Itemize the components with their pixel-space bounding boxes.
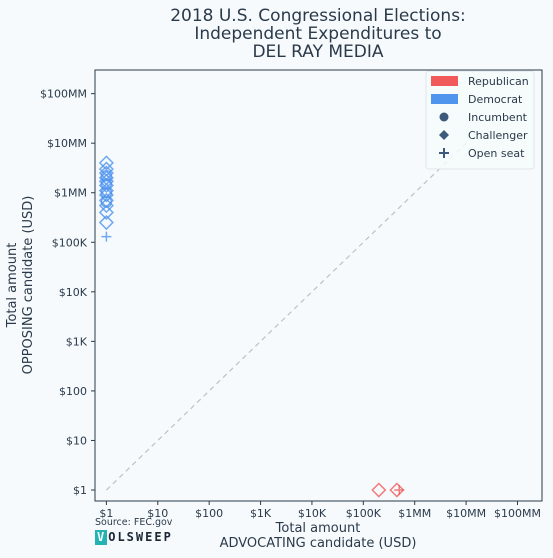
legend-label: Republican xyxy=(468,75,529,88)
parity-reference-line xyxy=(105,142,467,491)
data-point-democrat xyxy=(98,215,114,231)
x-axis-title: ADVOCATING candidate (USD) xyxy=(220,536,417,551)
source-note: Source: FEC.gov xyxy=(95,517,173,528)
x-tick-label: $100K xyxy=(346,507,382,520)
x-tick-label: $10K xyxy=(298,507,327,520)
x-axis-title: Total amount xyxy=(275,521,361,536)
legend-marker xyxy=(439,130,449,140)
chart-title-line: 2018 U.S. Congressional Elections: xyxy=(170,6,466,26)
y-tick-label: $100 xyxy=(59,385,87,398)
data-point-democrat xyxy=(100,178,113,190)
y-tick-label: $1MM xyxy=(54,187,87,200)
data-point-republican xyxy=(389,482,405,498)
data-point-democrat xyxy=(101,231,112,242)
x-tick-label: $1MM xyxy=(398,507,431,520)
data-point-democrat xyxy=(100,196,113,208)
data-point-democrat xyxy=(98,155,114,171)
x-tick-label: $100 xyxy=(195,507,223,520)
chart-title-line: DEL RAY MEDIA xyxy=(252,42,383,62)
brand-logo-text: OLSWEEP xyxy=(108,530,173,544)
y-tick-label: $10K xyxy=(59,286,88,299)
y-tick-label: $1 xyxy=(73,484,87,497)
legend-marker xyxy=(439,112,449,122)
legend-label: Incumbent xyxy=(468,111,528,124)
y-tick-label: $100MM xyxy=(40,88,87,101)
y-tick-label: $100K xyxy=(52,236,88,249)
y-tick-label: $10MM xyxy=(47,137,87,150)
y-tick-label: $1K xyxy=(66,335,88,348)
legend-label: Open seat xyxy=(468,147,525,160)
plot-frame xyxy=(94,69,543,502)
y-axis-title: Total amount xyxy=(5,243,20,329)
x-tick-label: $10MM xyxy=(446,507,486,520)
legend-swatch xyxy=(431,76,458,86)
x-tick-label: $10 xyxy=(147,507,168,520)
data-point-democrat xyxy=(100,170,113,182)
data-point-republican xyxy=(371,482,387,498)
x-tick-label: $1K xyxy=(250,507,272,520)
data-point-democrat xyxy=(98,204,114,221)
brand-logo-mark: V xyxy=(95,529,108,545)
legend-swatch xyxy=(431,94,458,104)
brand-logo: V OLSWEEP xyxy=(95,529,173,545)
y-tick-label: $10 xyxy=(66,434,87,447)
legend-label: Democrat xyxy=(468,93,523,106)
y-axis-title: OPPOSING candidate (USD) xyxy=(21,196,36,375)
legend-marker xyxy=(439,148,449,158)
data-point-republican xyxy=(394,485,405,496)
chart-title-line: Independent Expenditures to xyxy=(194,24,441,44)
x-tick-label: $1 xyxy=(99,507,113,520)
legend-label: Challenger xyxy=(468,129,528,142)
x-tick-label: $100MM xyxy=(494,507,541,520)
